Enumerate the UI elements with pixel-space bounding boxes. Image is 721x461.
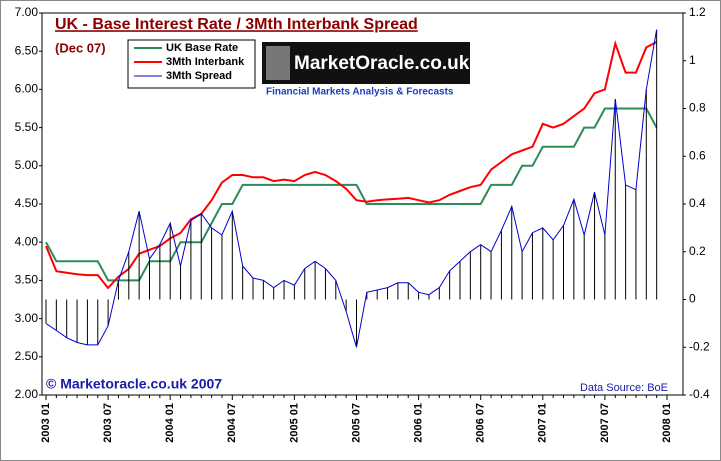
x-tick-label: 2004 01 xyxy=(164,403,176,443)
legend-label: 3Mth Spread xyxy=(166,70,232,82)
x-tick-label: 2007 01 xyxy=(537,403,549,443)
series-line xyxy=(45,29,658,348)
y-tick-label: 4.00 xyxy=(15,234,39,248)
logo-box xyxy=(262,42,470,84)
y-tick-label: 7.00 xyxy=(15,5,39,19)
y-tick-label: 5.50 xyxy=(15,120,39,134)
logo-tagline: Financial Markets Analysis & Forecasts xyxy=(266,87,454,98)
y-tick-label: 6.50 xyxy=(15,43,39,57)
y2-tick-label: 0.4 xyxy=(689,196,706,210)
logo-text: MarketOracle.co.uk xyxy=(294,53,470,74)
source-note: Data Source: BoE xyxy=(580,382,668,394)
x-tick-label: 2006 07 xyxy=(475,403,487,443)
y2-tick-label: -0.2 xyxy=(689,339,710,353)
x-tick-label: 2005 07 xyxy=(350,403,362,443)
y2-tick-label: 0.6 xyxy=(689,148,706,162)
y2-tick-label: 0.8 xyxy=(689,101,706,115)
y-tick-label: 3.50 xyxy=(15,273,39,287)
logo-figure xyxy=(266,46,290,80)
x-tick-label: 2005 01 xyxy=(288,403,300,443)
y-tick-label: 2.00 xyxy=(15,387,39,401)
legend-label: UK Base Rate xyxy=(166,42,238,54)
y-tick-label: 2.50 xyxy=(15,349,39,363)
x-tick-label: 2004 07 xyxy=(226,403,238,443)
copyright: © Marketoracle.co.uk 2007 xyxy=(46,376,222,392)
x-tick-label: 2008 01 xyxy=(661,403,673,443)
y-tick-label: 3.00 xyxy=(15,311,39,325)
y-tick-label: 6.00 xyxy=(15,82,39,96)
y2-tick-label: 1 xyxy=(689,53,696,67)
x-tick-label: 2007 07 xyxy=(599,403,611,443)
x-tick-label: 2006 01 xyxy=(413,403,425,443)
y2-tick-label: 0 xyxy=(689,292,696,306)
series-line xyxy=(45,107,658,282)
y2-tick-label: 1.2 xyxy=(689,5,706,19)
chart-title: UK - Base Interest Rate / 3Mth Interbank… xyxy=(55,16,418,33)
logo: MarketOracle.co.uk Financial Markets Ana… xyxy=(262,42,470,98)
y2-tick-label: -0.4 xyxy=(689,387,710,401)
y2-tick-label: 0.2 xyxy=(689,244,706,258)
legend-label: 3Mth Interbank xyxy=(166,56,245,68)
chart-subtitle: (Dec 07) xyxy=(55,40,106,55)
x-tick-label: 2003 01 xyxy=(40,403,52,443)
x-tick-label: 2003 07 xyxy=(102,403,114,443)
y-tick-label: 4.50 xyxy=(15,196,39,210)
y-tick-label: 5.00 xyxy=(15,158,39,172)
